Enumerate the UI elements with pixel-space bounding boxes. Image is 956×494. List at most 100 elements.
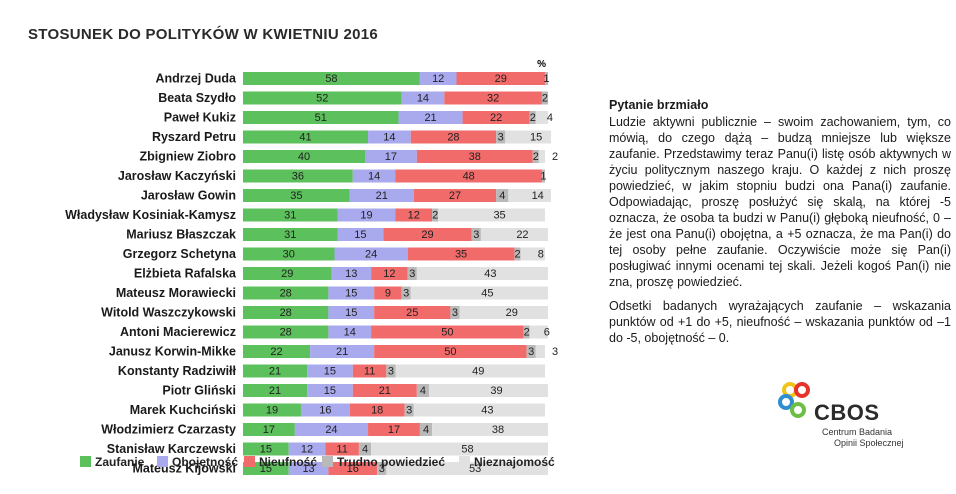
bar-segment [419, 423, 433, 436]
segment-label: 53 [469, 463, 481, 475]
segment-label: 36 [292, 171, 304, 183]
segment-label: 17 [385, 151, 397, 163]
bar-segment [410, 130, 497, 144]
bar-segment [529, 325, 548, 339]
segment-label: 29 [281, 268, 293, 280]
bar-segment [310, 345, 375, 358]
bar-segment [456, 72, 545, 85]
segment-label: 15 [345, 307, 357, 319]
segment-label: 38 [492, 424, 504, 436]
segment-label: 14 [344, 327, 356, 339]
bar-segment [505, 130, 552, 144]
legend-label: Trudno powiedzieć [337, 455, 445, 469]
segment-label: 2 [514, 249, 520, 261]
segment-label: 14 [532, 190, 544, 202]
segment-label: 3 [473, 229, 479, 241]
segment-label: 40 [298, 151, 310, 163]
segment-label: 11 [364, 366, 375, 378]
bar-segment [416, 267, 548, 280]
segment-label: 58 [325, 73, 337, 85]
bar-segment [352, 169, 396, 183]
segment-label: 43 [481, 405, 493, 417]
bar-segment [243, 91, 402, 105]
segment-label: 43 [484, 268, 496, 280]
bar-segment [325, 442, 359, 456]
segment-label: 4 [499, 190, 505, 202]
bar-segment [243, 403, 301, 417]
segment-label: 28 [280, 327, 292, 339]
bar-segment [383, 228, 472, 241]
bar-segment [395, 364, 545, 378]
cbos-logo: CBOS Centrum Badania Opinii Społecznej [778, 380, 918, 450]
bar-segment [541, 91, 548, 105]
bar-segment [334, 247, 408, 261]
bar-segment [374, 345, 527, 358]
row-label: Grzegorz Schetyna [123, 247, 237, 261]
segment-label: 21 [376, 190, 388, 202]
bar-segment [307, 384, 353, 397]
segment-label: 17 [263, 424, 275, 436]
bar-segment [371, 325, 524, 339]
segment-label: 6 [544, 327, 550, 339]
bar-segment [288, 442, 326, 456]
segment-label: 14 [417, 93, 429, 105]
segment-label: 15 [345, 288, 357, 300]
legend-swatch [244, 456, 255, 467]
bar-segment [300, 403, 350, 417]
legend-label: Nieznajomość [474, 455, 555, 469]
segment-label: 31 [284, 229, 296, 241]
chart-title: STOSUNEK DO POLITYKÓW W KWIETNIU 2016 [28, 26, 379, 43]
bar-segment [337, 228, 384, 241]
segment-label: 31 [284, 210, 296, 222]
bar-segment [432, 208, 439, 222]
segment-label: 19 [266, 405, 278, 417]
legend-label: Zaufanie [95, 455, 145, 469]
question-box: Pytanie brzmiało Ludzie aktywni publiczn… [609, 97, 951, 346]
bar-segment [438, 208, 545, 222]
segment-label: 15 [260, 444, 272, 456]
segment-label: 24 [325, 424, 337, 436]
segment-label: 50 [441, 327, 453, 339]
bar-segment [523, 325, 530, 339]
bar-segment [243, 247, 335, 261]
segment-label: 21 [269, 366, 281, 378]
bar-segment [535, 111, 548, 124]
segment-label: 2 [533, 151, 539, 163]
bar-segment [410, 286, 548, 300]
bar-segment [288, 462, 329, 475]
segment-label: 28 [280, 307, 292, 319]
segment-label: 28 [280, 288, 292, 300]
bar-segment [419, 72, 457, 85]
bar-segment [328, 306, 375, 319]
segment-label: 30 [283, 249, 295, 261]
segment-label: 16 [319, 405, 331, 417]
bar-segment [520, 247, 545, 261]
bar-segment [395, 169, 542, 183]
segment-label: 4 [547, 112, 553, 124]
row-label: Andrzej Duda [155, 72, 237, 86]
bar-segment [337, 208, 396, 222]
legend-label: Nieufność [259, 455, 317, 469]
segment-label: 3 [528, 346, 534, 358]
segment-label: 21 [269, 385, 281, 397]
legend-swatch [459, 456, 470, 467]
bar-segment [368, 130, 411, 144]
segment-label: 21 [424, 112, 436, 124]
segment-label: 3 [452, 307, 458, 319]
bar-segment [532, 150, 539, 163]
segment-label: 35 [455, 249, 467, 261]
segment-label: 12 [301, 444, 313, 456]
bar-segment [544, 72, 548, 85]
row-label: Stanisław Karczewski [107, 442, 236, 456]
row-label: Konstanty Radziwiłł [118, 364, 237, 378]
segment-label: 3 [409, 268, 415, 280]
row-label: Elżbieta Rafalska [134, 267, 237, 281]
row-label: Jarosław Kaczyński [118, 169, 236, 183]
bar-segment [401, 91, 445, 105]
bar-segment [413, 403, 545, 417]
segment-label: 41 [299, 132, 311, 144]
segment-label: 52 [316, 93, 328, 105]
segment-label: 49 [472, 366, 484, 378]
bar-segment [538, 150, 545, 163]
segment-label: 15 [324, 385, 336, 397]
